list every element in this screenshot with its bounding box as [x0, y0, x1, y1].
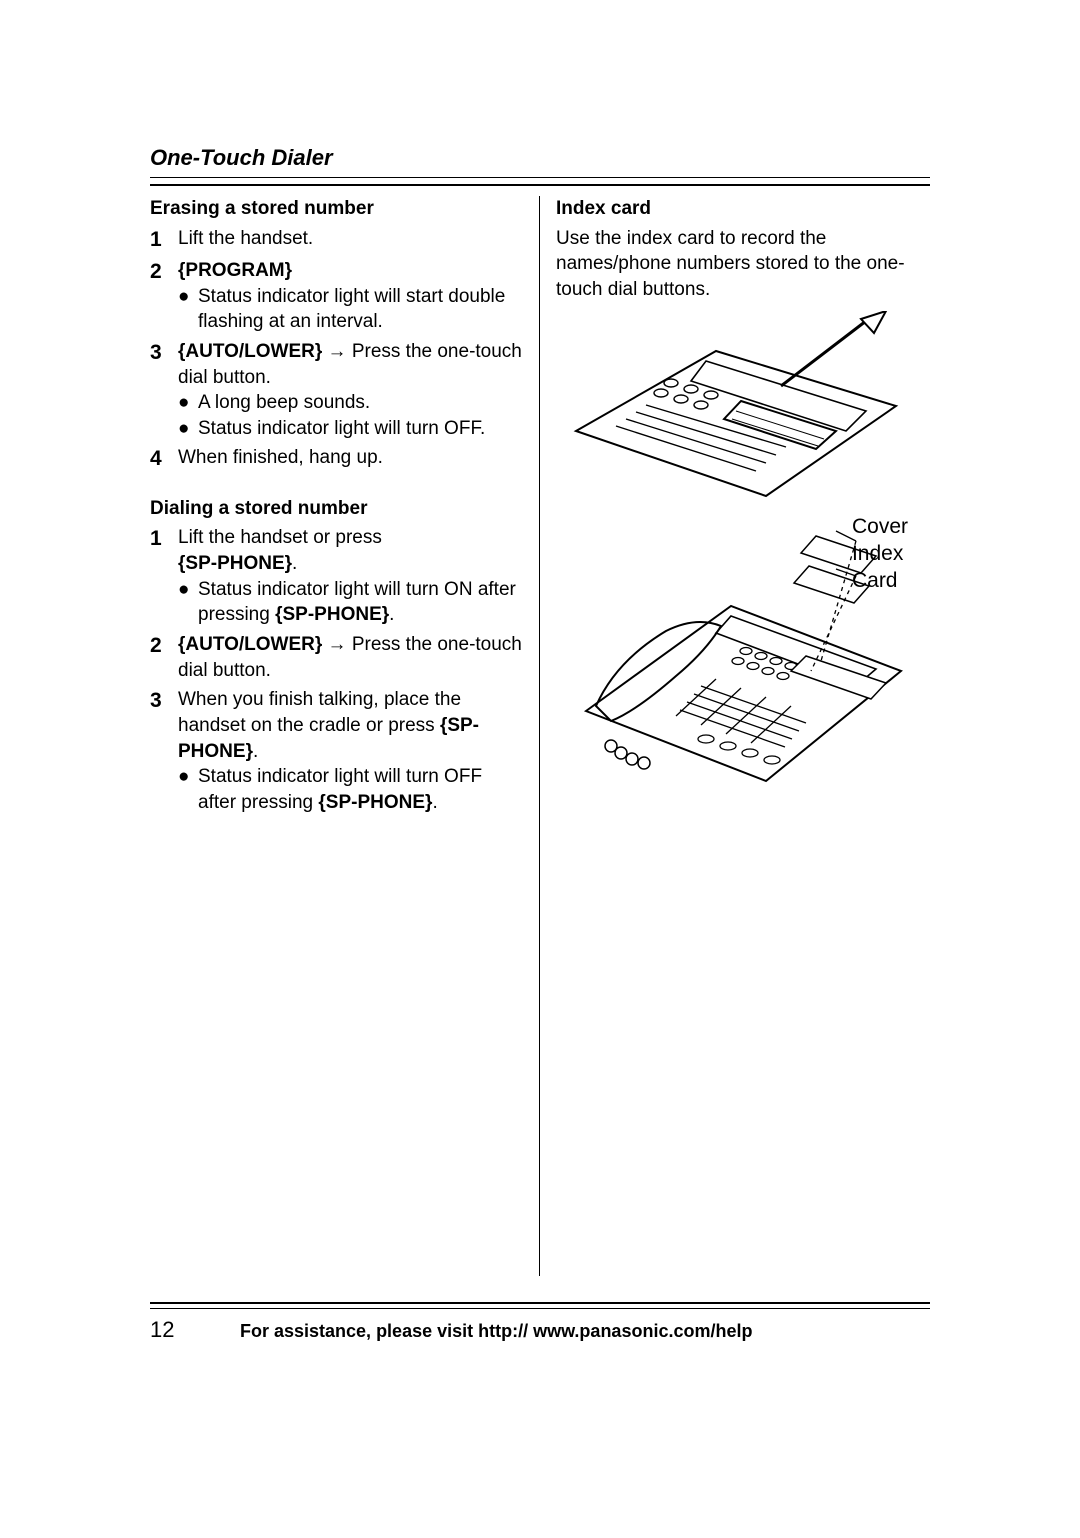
bullet-text: Status indicator light will start double…	[198, 284, 523, 335]
step-body: {PROGRAM} ● Status indicator light will …	[178, 258, 523, 335]
auto-lower-label: {AUTO/LOWER}	[178, 634, 322, 655]
cover-label: Cover	[852, 513, 908, 540]
page-footer: 12 For assistance, please visit http:// …	[150, 1298, 930, 1343]
step-number: 3	[150, 687, 178, 815]
page-number: 12	[150, 1317, 240, 1343]
d1-text: Lift the handset or press	[178, 527, 382, 548]
phone-closeup-illustration	[556, 311, 916, 511]
bullet-row: ● A long beep sounds.	[178, 390, 523, 416]
period: .	[432, 792, 437, 813]
bullet-icon: ●	[178, 284, 198, 335]
bullet-icon: ●	[178, 390, 198, 416]
erase-step-3: 3 {AUTO/LOWER} → Press the one-touch dia…	[150, 339, 523, 442]
period: .	[253, 741, 258, 762]
sp-phone-label: {SP-PHONE}	[178, 553, 292, 574]
step-number: 2	[150, 258, 178, 335]
bullet-text: A long beep sounds.	[198, 390, 370, 416]
bullet-icon: ●	[178, 416, 198, 442]
step-number: 1	[150, 226, 178, 254]
dial-step-2: 2 {AUTO/LOWER} → Press the one-touch dia…	[150, 632, 523, 683]
sp-phone-label: {SP-PHONE}	[318, 792, 432, 813]
erase-step-1: 1 Lift the handset.	[150, 226, 523, 254]
rule-thick-top	[150, 184, 930, 186]
page-content: One-Touch Dialer Erasing a stored number…	[150, 145, 930, 1276]
step-number: 4	[150, 445, 178, 473]
bullet-icon: ●	[178, 764, 198, 815]
dialing-heading: Dialing a stored number	[150, 496, 523, 522]
bullet-text: Status indicator light will turn OFF aft…	[198, 764, 523, 815]
index-card-body: Use the index card to record the names/p…	[556, 226, 930, 303]
footer-help-text: For assistance, please visit http:// www…	[240, 1321, 752, 1342]
section-title: One-Touch Dialer	[150, 145, 930, 177]
erase-step-2: 2 {PROGRAM} ● Status indicator light wil…	[150, 258, 523, 335]
dial-step-1: 1 Lift the handset or press {SP-PHONE}. …	[150, 525, 523, 628]
bullet-text: Status indicator light will turn OFF.	[198, 416, 485, 442]
period: .	[292, 553, 297, 574]
step-body: When finished, hang up.	[178, 445, 523, 473]
step-body: When you finish talking, place the hands…	[178, 687, 523, 815]
bullet-icon: ●	[178, 577, 198, 628]
step-number: 3	[150, 339, 178, 442]
bullet-row: ● Status indicator light will turn ON af…	[178, 577, 523, 628]
step-body: {AUTO/LOWER} → Press the one-touch dial …	[178, 339, 523, 442]
index-card-heading: Index card	[556, 196, 930, 222]
right-column: Index card Use the index card to record …	[540, 196, 930, 1276]
erasing-heading: Erasing a stored number	[150, 196, 523, 222]
d3-text: When you finish talking, place the hands…	[178, 689, 461, 736]
dial-step-3: 3 When you finish talking, place the han…	[150, 687, 523, 815]
rule-thin-bottom	[150, 1308, 930, 1309]
step-body: Lift the handset.	[178, 226, 523, 254]
arrow-icon: →	[322, 341, 352, 362]
two-column-body: Erasing a stored number 1 Lift the hands…	[150, 196, 930, 1276]
left-column: Erasing a stored number 1 Lift the hands…	[150, 196, 540, 1276]
step-number: 2	[150, 632, 178, 683]
step-body: {AUTO/LOWER} → Press the one-touch dial …	[178, 632, 523, 683]
auto-lower-label: {AUTO/LOWER}	[178, 341, 322, 362]
step-number: 1	[150, 525, 178, 628]
bullet-row: ● Status indicator light will turn OFF.	[178, 416, 523, 442]
phone-closeup-svg	[556, 311, 916, 511]
bullet-row: ● Status indicator light will start doub…	[178, 284, 523, 335]
bullet-row: ● Status indicator light will turn OFF a…	[178, 764, 523, 815]
program-button-label: {PROGRAM}	[178, 260, 292, 281]
card-label: Card	[852, 567, 908, 594]
sp-phone-label: {SP-PHONE}	[275, 604, 389, 625]
bullet-text: Status indicator light will turn ON afte…	[198, 577, 523, 628]
index-label: Index	[852, 540, 908, 567]
rule-thin-top	[150, 177, 930, 178]
rule-thick-bottom	[150, 1302, 930, 1304]
phone-full-illustration: Cover Index Card	[556, 511, 916, 791]
illustration-labels: Cover Index Card	[852, 513, 908, 595]
period: .	[389, 604, 394, 625]
footer-row: 12 For assistance, please visit http:// …	[150, 1317, 930, 1343]
erase-step-4: 4 When finished, hang up.	[150, 445, 523, 473]
step-body: Lift the handset or press {SP-PHONE}. ● …	[178, 525, 523, 628]
arrow-icon: →	[322, 634, 352, 655]
